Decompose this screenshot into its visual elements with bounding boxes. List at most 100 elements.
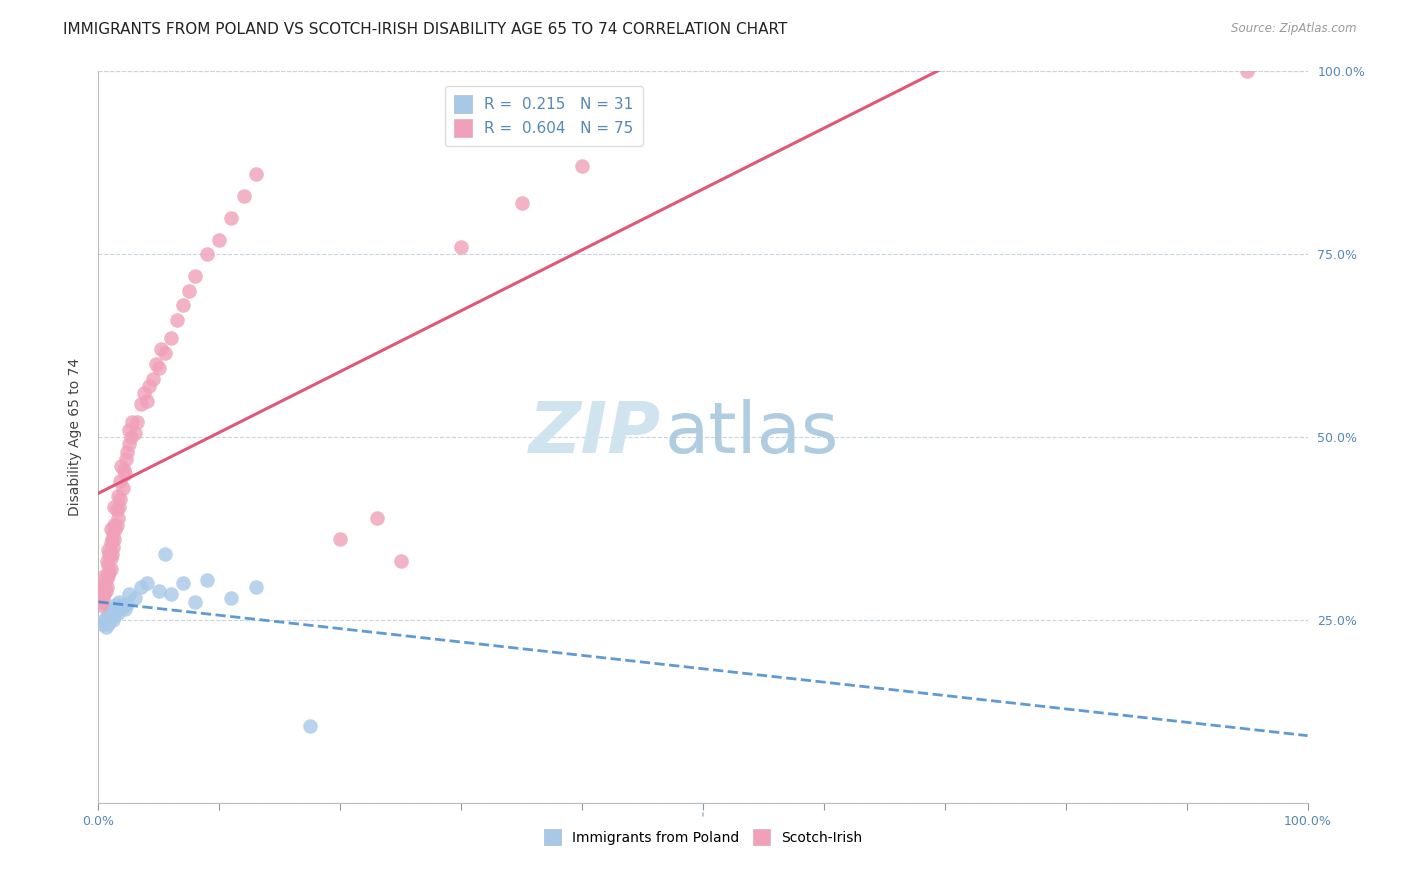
Point	[107, 606, 129, 620]
Point	[97, 558, 120, 573]
Point	[117, 444, 139, 458]
Point	[108, 474, 131, 488]
Point	[98, 547, 121, 561]
Point	[100, 521, 122, 535]
Point	[166, 313, 188, 327]
Point	[150, 343, 173, 357]
Point	[117, 597, 139, 611]
Point	[105, 503, 128, 517]
Point	[93, 569, 115, 583]
Point	[91, 591, 114, 605]
Point	[145, 357, 167, 371]
Point	[118, 437, 141, 451]
Point	[100, 547, 122, 561]
Point	[1236, 64, 1258, 78]
Point	[221, 211, 243, 225]
Point	[184, 269, 207, 284]
Point	[94, 620, 117, 634]
Point	[91, 583, 114, 598]
Point	[100, 533, 122, 547]
Point	[90, 599, 112, 613]
Point	[510, 196, 533, 211]
Point	[108, 500, 131, 514]
Point	[153, 547, 176, 561]
Point	[160, 587, 183, 601]
Point	[142, 371, 165, 385]
Point	[94, 583, 117, 598]
Text: Source: ZipAtlas.com: Source: ZipAtlas.com	[1232, 22, 1357, 36]
Point	[96, 580, 118, 594]
Point	[103, 500, 125, 514]
Point	[98, 566, 121, 580]
Point	[100, 609, 122, 624]
Point	[160, 331, 183, 345]
Point	[129, 580, 152, 594]
Point	[329, 533, 352, 547]
Point	[103, 609, 125, 624]
Point	[245, 167, 267, 181]
Point	[118, 423, 141, 437]
Point	[148, 360, 170, 375]
Point	[124, 426, 146, 441]
Point	[108, 599, 131, 613]
Point	[105, 517, 128, 532]
Legend: Immigrants from Poland, Scotch-Irish: Immigrants from Poland, Scotch-Irish	[538, 823, 868, 851]
Point	[232, 188, 254, 202]
Point	[104, 521, 127, 535]
Point	[118, 587, 141, 601]
Point	[450, 240, 472, 254]
Point	[101, 525, 124, 540]
Point	[100, 602, 122, 616]
Point	[134, 386, 156, 401]
Point	[97, 569, 120, 583]
Point	[135, 393, 157, 408]
Point	[179, 284, 201, 298]
Point	[98, 606, 121, 620]
Point	[112, 463, 135, 477]
Point	[221, 591, 243, 605]
Point	[115, 452, 138, 467]
Point	[366, 510, 388, 524]
Point	[129, 397, 152, 411]
Point	[184, 594, 207, 608]
Point	[96, 554, 118, 568]
Point	[107, 489, 129, 503]
Point	[195, 247, 218, 261]
Point	[91, 580, 114, 594]
Text: IMMIGRANTS FROM POLAND VS SCOTCH-IRISH DISABILITY AGE 65 TO 74 CORRELATION CHART: IMMIGRANTS FROM POLAND VS SCOTCH-IRISH D…	[63, 22, 787, 37]
Point	[135, 576, 157, 591]
Point	[107, 510, 129, 524]
Point	[100, 536, 122, 550]
Point	[138, 379, 160, 393]
Point	[172, 576, 194, 591]
Point	[93, 587, 115, 601]
Point	[571, 160, 593, 174]
Point	[104, 599, 127, 613]
Point	[105, 602, 128, 616]
Point	[97, 616, 120, 631]
Point	[148, 583, 170, 598]
Text: atlas: atlas	[664, 399, 839, 468]
Point	[208, 233, 231, 247]
Point	[114, 467, 136, 481]
Point	[108, 594, 131, 608]
Point	[195, 573, 218, 587]
Point	[96, 609, 118, 624]
Point	[153, 346, 176, 360]
Point	[94, 573, 117, 587]
Point	[93, 613, 115, 627]
Point	[91, 616, 114, 631]
Point	[91, 594, 114, 608]
Point	[103, 533, 125, 547]
Point	[110, 459, 132, 474]
Point	[389, 554, 412, 568]
Point	[96, 569, 118, 583]
Point	[100, 550, 122, 565]
Point	[93, 580, 115, 594]
Point	[101, 540, 124, 554]
Point	[111, 481, 134, 495]
Text: ZIP: ZIP	[529, 399, 661, 468]
Point	[245, 580, 267, 594]
Point	[114, 602, 136, 616]
Point	[120, 430, 142, 444]
